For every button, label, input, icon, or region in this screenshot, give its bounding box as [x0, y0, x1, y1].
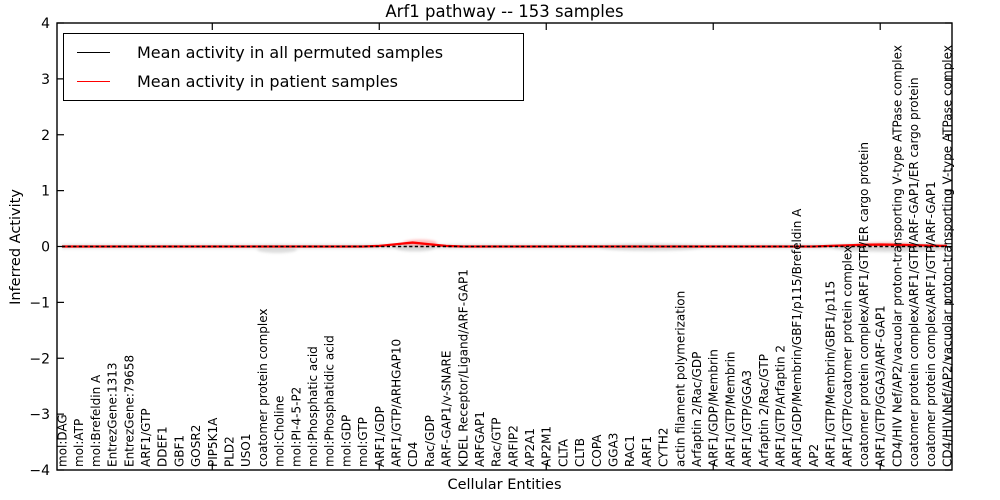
x-category-label: ARF1/GDP/Membrin [707, 349, 721, 467]
chart-title: Arf1 pathway -- 153 samples [385, 2, 624, 21]
x-category-label: PLD2 [222, 436, 236, 467]
x-category-label: DDEF1 [156, 426, 170, 467]
x-category-label: ARF-GAP1/v-SNARE [440, 351, 454, 467]
x-category-label: mol:Choline [273, 396, 287, 467]
x-category-label: ARF1/GTP/ARHGAP10 [389, 339, 403, 467]
x-category-label: coatomer protein complex/ARF1/GTP/ARF-GA… [924, 181, 938, 467]
x-category-label: ARF1/GTP/Membrin [723, 351, 737, 467]
x-category-label: GGA3 [607, 433, 621, 467]
x-category-label: Rac/GDP [423, 415, 437, 467]
x-category-label: coatomer protein complex [256, 309, 270, 467]
x-category-label: ARFGAP1 [473, 411, 487, 467]
x-category-label: mol:Phosphatidic acid [323, 335, 337, 467]
y-tick-label: −3 [29, 407, 50, 423]
x-category-label: AP2 [807, 444, 821, 467]
x-category-label: CYTH2 [657, 428, 671, 468]
x-category-label: GBF1 [172, 435, 186, 467]
x-category-label: coatomer protein complex/ARF1/GTP/ER car… [857, 142, 871, 467]
legend-label-patient: Mean activity in patient samples [137, 71, 398, 91]
legend-item-patient: Mean activity in patient samples [64, 72, 523, 91]
permuted-samples-spread-patch [257, 246, 297, 253]
x-category-label: Arfaptin 2/Rac/GDP [690, 352, 704, 467]
x-category-label: mol:ATP [72, 419, 86, 467]
x-category-label: USO1 [239, 434, 253, 467]
x-category-label: mol:Brefeldin A [89, 374, 103, 467]
x-category-label: CLTA [556, 438, 570, 467]
x-category-label: AP2M1 [540, 426, 554, 467]
x-category-label: ARF1/GTP [139, 408, 153, 467]
permuted-line-swatch [77, 52, 110, 54]
x-category-label: coatomer protein complex/ARF1/GTP/ARF-GA… [907, 77, 921, 467]
x-category-label: ARF1/GTP/GGA3/ARF-GAP1 [874, 305, 888, 467]
x-category-label: CLTB [573, 438, 587, 467]
x-category-label: ARF1/GTP/Arfaptin 2 [774, 345, 788, 467]
y-tick-label: 0 [41, 240, 50, 256]
y-tick-label: 1 [41, 184, 50, 200]
legend-item-permuted: Mean activity in all permuted samples [64, 43, 523, 62]
x-category-label: ARF1/GTP/coatomer protein complex [840, 246, 854, 467]
y-tick-label: −4 [29, 463, 50, 479]
legend: Mean activity in all permuted samples Me… [63, 33, 524, 101]
x-category-label: mol:GDP [339, 415, 353, 467]
x-category-label: ARF1 [640, 436, 654, 467]
x-category-label: EntrezGene:1313 [106, 363, 120, 468]
x-category-label: CD4 [406, 442, 420, 467]
x-category-label: Arfaptin 2/Rac/GTP [757, 354, 771, 467]
x-category-label: ARFIP2 [506, 425, 520, 467]
y-tick-label: 4 [41, 16, 50, 32]
x-category-label: mol:PI-4-5-P2 [289, 387, 303, 467]
x-category-label: actin filament polymerization [673, 291, 687, 467]
x-category-label: GOSR2 [189, 425, 203, 467]
x-category-label: mol:Phosphatic acid [306, 346, 320, 467]
x-category-label: PIP5K1A [206, 417, 220, 467]
y-tick-label: −1 [29, 295, 50, 311]
x-category-label: ARF1/GTP/Membrin/GBF1/p115 [824, 281, 838, 467]
x-axis-title: Cellular Entities [447, 477, 562, 493]
patient-line-swatch [77, 80, 110, 82]
y-tick-label: 3 [41, 72, 50, 88]
x-category-label: mol:GTP [356, 417, 370, 467]
y-axis-title: Inferred Activity [8, 189, 24, 305]
x-category-label: ARF1/GTP/GGA3 [740, 370, 754, 467]
x-category-label: COPA [590, 434, 604, 467]
x-category-label: CD4/HIV Nef/AP2/vacuolar proton-transpor… [941, 45, 955, 467]
y-tick-label: −2 [29, 351, 50, 367]
x-category-label: ARF1/GDP/Membrin/GBF1/p115/Brefeldin A [790, 208, 804, 467]
x-category-label: Rac/GTP [490, 417, 504, 467]
y-tick-label: 2 [41, 128, 50, 144]
x-category-label: ARF1/GDP [373, 406, 387, 467]
x-category-label: AP2A1 [523, 428, 537, 467]
x-category-label: mol:DAG [56, 414, 70, 467]
x-category-label: EntrezGene:79658 [122, 355, 136, 467]
x-category-label: KDEL Receptor/Ligand/ARF-GAP1 [456, 269, 470, 467]
legend-label-permuted: Mean activity in all permuted samples [137, 43, 444, 63]
x-category-label: RAC1 [623, 435, 637, 467]
x-category-label: CD4/HIV Nef/AP2/vacuolar proton-transpor… [890, 45, 904, 467]
